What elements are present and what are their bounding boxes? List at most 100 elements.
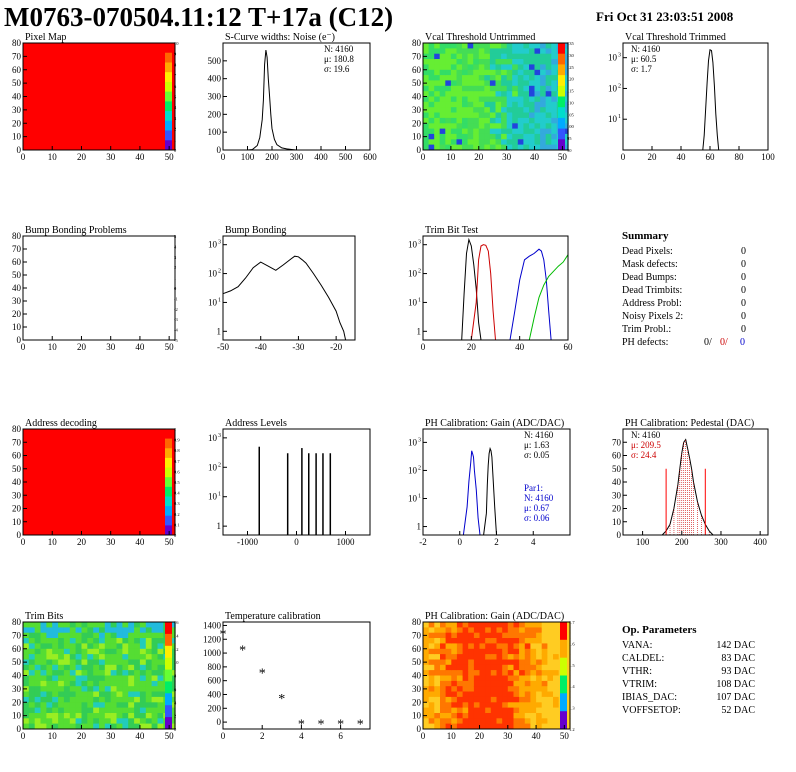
y-tick-label: 70 <box>412 51 422 61</box>
palette-swatch <box>558 43 565 55</box>
heatmap-cell <box>462 680 469 687</box>
heatmap-cell <box>450 64 458 71</box>
heatmap-cell <box>502 659 509 666</box>
heatmap-cell <box>564 638 571 644</box>
summary-value: 0 <box>741 285 746 296</box>
heatmap-cell <box>116 707 123 714</box>
heatmap-cell <box>502 718 509 725</box>
heatmap-cell <box>462 670 469 676</box>
heatmap-cell <box>489 85 497 92</box>
heatmap-cell <box>157 643 164 650</box>
heatmap-cell <box>34 638 42 644</box>
heatmap-cell <box>489 107 497 114</box>
heatmap-cell <box>428 670 435 676</box>
heatmap-cell <box>489 75 497 81</box>
palette-swatch <box>165 62 172 73</box>
heatmap-cell <box>423 670 430 676</box>
heatmap-cell <box>467 91 474 98</box>
heatmap-cell <box>46 680 53 687</box>
heatmap-cell <box>534 53 541 60</box>
heatmap-cell <box>517 144 524 151</box>
heatmap-cell <box>506 112 513 119</box>
x-axis: 0 10 20 30 40 50 <box>21 336 174 352</box>
heatmap-cell <box>490 648 498 655</box>
heatmap-cell <box>58 707 65 714</box>
y-tick-label: 800 <box>208 662 222 672</box>
heatmap-cell <box>93 696 100 703</box>
heatmap-cell <box>473 101 480 108</box>
heatmap-cell <box>564 627 571 634</box>
heatmap-cell <box>540 144 547 151</box>
heatmap-cell <box>545 43 552 49</box>
heatmap-cell <box>529 144 536 151</box>
heatmap-cell <box>46 702 53 709</box>
heatmap-cell <box>116 675 123 682</box>
heatmap-cell <box>139 670 147 676</box>
y-tick-label: 80 <box>412 38 422 48</box>
heatmap-cell <box>87 632 94 639</box>
heatmap-cell <box>434 643 441 650</box>
heatmap-cell <box>502 707 509 714</box>
heatmap-cell <box>473 133 480 140</box>
y-tick-exponent: 2 <box>218 269 221 275</box>
heatmap-cell <box>490 664 498 671</box>
heatmap-cell <box>28 696 36 703</box>
x-tick-label: -20 <box>330 342 342 352</box>
heatmap-cell <box>523 59 530 65</box>
x-tick-label: 30 <box>503 731 513 741</box>
heatmap-cell <box>523 96 530 103</box>
heatmap-cell <box>545 144 552 151</box>
heatmap-cell <box>506 123 513 130</box>
heatmap-cell <box>462 101 469 108</box>
y-tick-label: 10 <box>408 465 418 475</box>
heatmap-cell <box>562 133 569 140</box>
heatmap-cell <box>139 622 147 628</box>
y-tick-label: 40 <box>412 92 422 102</box>
heatmap-cell <box>434 75 441 81</box>
heatmap-cell <box>440 675 447 682</box>
heatmap-cell <box>502 723 509 730</box>
heatmap-cell <box>423 64 430 71</box>
heatmap-cell <box>87 713 94 719</box>
heatmap-cell <box>34 670 42 676</box>
heatmap-cell <box>473 696 481 703</box>
heatmap-cell <box>434 107 441 114</box>
palette-swatch <box>165 525 172 536</box>
heatmap-cell <box>490 622 498 628</box>
series <box>222 255 347 341</box>
heatmap-cell <box>507 696 515 703</box>
heatmap-cell <box>484 85 491 92</box>
y-tick-label: 1400 <box>203 620 222 630</box>
heatmap-cell <box>157 686 164 693</box>
heatmap-cell <box>506 75 513 81</box>
heatmap-cell <box>479 670 486 676</box>
heatmap-cell <box>529 75 536 81</box>
heatmap-cell <box>439 80 446 87</box>
heatmap-cell <box>75 702 82 709</box>
heatmap-cell <box>507 680 515 687</box>
heatmap-cell <box>40 696 47 703</box>
heatmap-cell <box>169 643 176 650</box>
heatmap-cell <box>93 702 100 709</box>
summary-value: 0 <box>741 259 746 270</box>
heatmap-cell <box>479 627 486 634</box>
plot-title: PH Calibration: Pedestal (DAC) <box>625 418 754 429</box>
heatmap-cell <box>564 664 571 671</box>
heatmap-cell <box>553 696 560 703</box>
heatmap-cell <box>501 53 508 60</box>
heatmap-cell <box>473 664 481 671</box>
heatmap-cell <box>490 638 498 644</box>
heatmap-cell <box>434 59 441 65</box>
y-tick-label: 10 <box>12 711 22 721</box>
y-tick-exponent: 1 <box>218 297 221 303</box>
heatmap-cell <box>428 627 435 634</box>
y-tick-label: 20 <box>12 118 22 128</box>
heatmap-cell <box>473 723 481 730</box>
x-tick-label: 30 <box>106 342 116 352</box>
heatmap-cell <box>134 723 141 730</box>
summary-label: Address Probl: <box>622 298 682 309</box>
x-tick-label: 0 <box>221 152 226 162</box>
